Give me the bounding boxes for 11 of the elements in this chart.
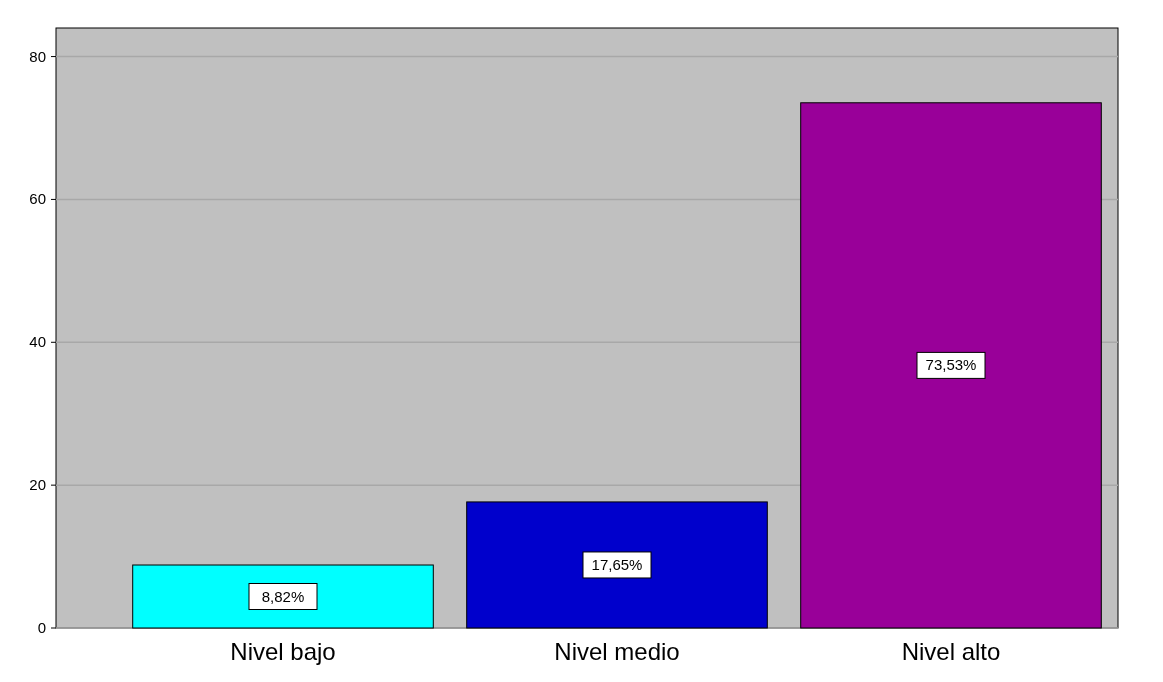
y-tick-label: 20 — [29, 476, 46, 494]
y-tick-label: 0 — [37, 619, 46, 636]
data-label: 73,53% — [925, 356, 977, 374]
y-tick-label: 40 — [29, 333, 46, 351]
x-tick-label: Nivel bajo — [230, 638, 336, 665]
x-tick-label: Nivel medio — [554, 638, 680, 665]
y-tick-label: 60 — [29, 190, 46, 208]
y-tick-label: 80 — [29, 47, 46, 65]
data-label: 17,65% — [591, 555, 643, 573]
x-tick-label: Nivel alto — [901, 638, 1001, 665]
data-label: 8,82% — [261, 587, 305, 605]
